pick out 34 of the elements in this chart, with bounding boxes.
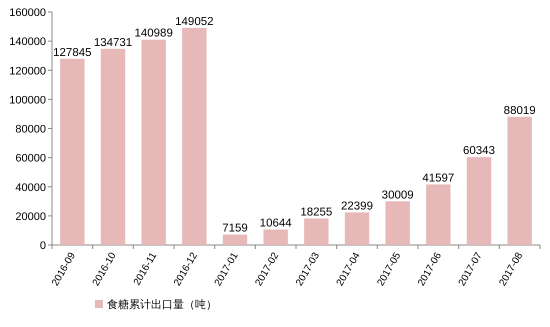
data-label: 127845	[53, 46, 92, 59]
data-label: 134731	[94, 36, 132, 49]
data-label: 7159	[222, 222, 248, 235]
data-label: 22399	[341, 200, 373, 212]
data-label: 41597	[422, 172, 454, 184]
y-tick-label: 20000	[15, 210, 46, 223]
bar	[100, 48, 126, 245]
data-label: 18255	[300, 206, 332, 218]
data-label: 149052	[175, 16, 214, 28]
data-label: 10644	[260, 218, 292, 230]
y-tick-label: 160000	[9, 7, 46, 19]
y-tick-label: 140000	[9, 36, 46, 48]
y-tick-label: 60000	[15, 152, 46, 165]
bar	[222, 234, 248, 245]
y-tick-label: 80000	[15, 124, 46, 136]
y-tick-label: 0	[40, 240, 46, 252]
data-label: 140989	[134, 28, 173, 40]
bar	[60, 58, 85, 245]
bar	[507, 116, 532, 245]
bar	[426, 184, 451, 245]
y-tick-label: 120000	[9, 65, 46, 78]
bar	[182, 28, 207, 245]
bar	[304, 218, 329, 245]
data-label: 30009	[382, 189, 414, 202]
data-label: 88019	[504, 104, 536, 117]
y-tick-label: 40000	[15, 182, 46, 194]
bar	[263, 230, 288, 245]
bar	[385, 201, 410, 245]
bar	[141, 40, 166, 245]
y-tick-label: 100000	[9, 94, 46, 106]
legend-label: 食糖累计出口量（吨）	[107, 298, 217, 311]
bar	[466, 157, 492, 245]
data-label: 60343	[463, 145, 495, 158]
bar	[344, 212, 370, 245]
